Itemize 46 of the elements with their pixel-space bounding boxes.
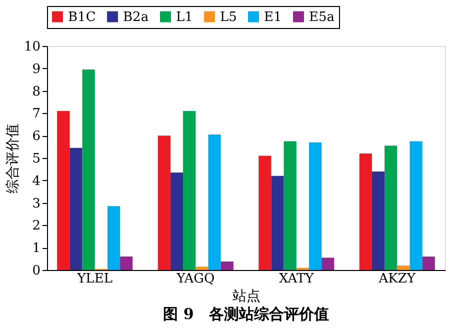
bar: [107, 206, 120, 270]
y-tick-label: 8: [32, 84, 40, 100]
legend-label: E1: [264, 10, 282, 25]
bar: [258, 156, 272, 270]
bar: [271, 176, 284, 270]
x-tick-label: XATY: [279, 272, 314, 286]
bar: [410, 141, 422, 270]
legend-label: E5a: [309, 10, 335, 25]
bar: [183, 110, 196, 270]
y-tick-label: 2: [32, 218, 40, 234]
bar: [170, 172, 184, 270]
bar: [220, 261, 234, 270]
y-tick-label: 1: [32, 241, 40, 256]
bar: [308, 142, 322, 270]
y-tick-label: 7: [32, 106, 40, 122]
y-tick-label: 3: [32, 196, 40, 212]
bar: [196, 266, 208, 270]
bar: [422, 256, 435, 270]
bar: [82, 70, 95, 270]
x-tick-label: AKZY: [378, 272, 416, 286]
bar: [208, 134, 221, 270]
bar: [397, 266, 410, 270]
y-tick-label: 10: [24, 40, 40, 54]
x-tick-label: YLEL: [76, 272, 113, 286]
legend-label: L5: [220, 10, 237, 25]
x-tick-label: YAGQ: [176, 272, 215, 286]
x-axis-title: 站点: [232, 288, 260, 304]
y-tick-label: 5: [32, 152, 40, 166]
text: 图 9 各测站综合评价值: [163, 305, 329, 323]
y-tick-label: 0: [32, 264, 40, 278]
legend-label: B1C: [68, 10, 96, 25]
bar: [70, 148, 82, 270]
bar: [384, 146, 398, 270]
bar: [284, 141, 296, 270]
y-tick-label: 6: [32, 129, 40, 144]
y-tick-label: 9: [32, 62, 40, 77]
y-axis-title: 综合评价值: [4, 124, 21, 194]
bar: [57, 110, 70, 270]
legend-label: L1: [176, 10, 193, 25]
bar: [120, 256, 133, 270]
bar: [158, 136, 170, 270]
y-tick-label: 4: [32, 174, 40, 189]
bar: [322, 258, 334, 270]
bar: [372, 171, 385, 270]
bar: [359, 154, 372, 270]
legend-label: B2a: [123, 10, 149, 25]
